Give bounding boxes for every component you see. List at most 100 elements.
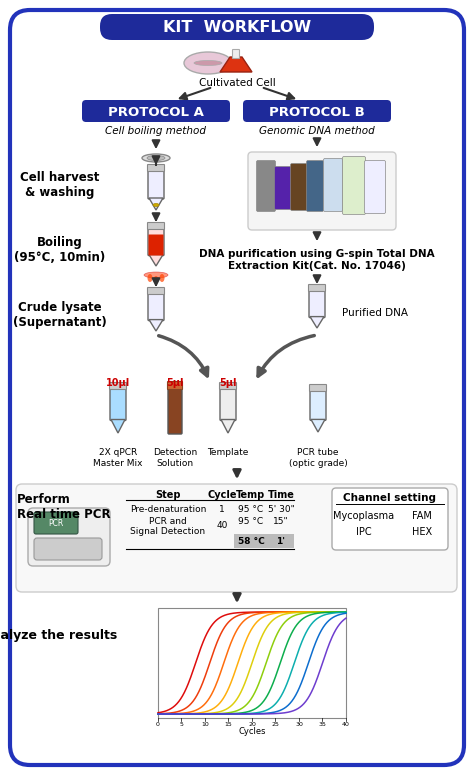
Text: 2X qPCR
Master Mix: 2X qPCR Master Mix <box>93 448 143 468</box>
Text: 1': 1' <box>276 536 285 545</box>
FancyBboxPatch shape <box>323 159 343 211</box>
Ellipse shape <box>154 276 158 284</box>
Text: PROTOCOL A: PROTOCOL A <box>108 106 204 119</box>
Text: 40: 40 <box>342 723 350 727</box>
FancyBboxPatch shape <box>243 100 391 122</box>
FancyBboxPatch shape <box>343 156 365 214</box>
Ellipse shape <box>159 274 164 282</box>
Text: Cycles: Cycles <box>238 727 266 737</box>
FancyBboxPatch shape <box>291 163 308 211</box>
FancyBboxPatch shape <box>332 488 448 550</box>
FancyBboxPatch shape <box>365 161 385 214</box>
FancyBboxPatch shape <box>10 10 464 765</box>
Polygon shape <box>310 316 324 328</box>
Ellipse shape <box>147 274 153 282</box>
Text: Crude lysate
(Supernatant): Crude lysate (Supernatant) <box>13 301 107 329</box>
Text: 15: 15 <box>225 723 232 727</box>
Ellipse shape <box>194 61 222 65</box>
FancyBboxPatch shape <box>148 227 164 256</box>
FancyBboxPatch shape <box>147 165 164 172</box>
Ellipse shape <box>184 52 232 74</box>
Text: Purified DNA: Purified DNA <box>342 308 408 318</box>
FancyBboxPatch shape <box>148 235 164 256</box>
FancyBboxPatch shape <box>310 389 326 420</box>
Text: 35: 35 <box>319 723 327 727</box>
Ellipse shape <box>144 272 168 278</box>
Text: 10: 10 <box>201 723 209 727</box>
FancyBboxPatch shape <box>100 14 374 40</box>
Text: FAM: FAM <box>412 511 432 521</box>
Text: Analyze the results: Analyze the results <box>0 629 118 642</box>
Text: 95 °C: 95 °C <box>238 517 264 525</box>
Polygon shape <box>311 420 325 432</box>
Ellipse shape <box>142 154 170 162</box>
FancyBboxPatch shape <box>34 512 78 534</box>
FancyBboxPatch shape <box>248 152 396 230</box>
FancyBboxPatch shape <box>220 387 236 420</box>
FancyBboxPatch shape <box>167 382 182 389</box>
Text: Detection
Solution: Detection Solution <box>153 448 197 468</box>
Text: PROTOCOL B: PROTOCOL B <box>269 106 365 119</box>
Polygon shape <box>149 319 163 331</box>
FancyBboxPatch shape <box>109 382 127 389</box>
Text: Cultivated Cell: Cultivated Cell <box>199 78 275 88</box>
Polygon shape <box>221 420 235 433</box>
Text: 10μl: 10μl <box>106 378 130 388</box>
Text: Channel setting: Channel setting <box>344 493 437 503</box>
Text: 0: 0 <box>156 723 160 727</box>
Polygon shape <box>111 420 125 433</box>
FancyBboxPatch shape <box>28 508 110 566</box>
FancyBboxPatch shape <box>148 292 164 321</box>
Ellipse shape <box>153 204 159 207</box>
Text: 95 °C: 95 °C <box>238 506 264 514</box>
FancyBboxPatch shape <box>147 287 164 294</box>
FancyBboxPatch shape <box>158 608 346 718</box>
FancyBboxPatch shape <box>148 169 164 199</box>
Text: Signal Detection: Signal Detection <box>130 527 206 535</box>
Polygon shape <box>149 198 163 210</box>
Text: Genomic DNA method: Genomic DNA method <box>259 126 375 136</box>
FancyBboxPatch shape <box>16 484 457 592</box>
Text: Step: Step <box>155 490 181 500</box>
Polygon shape <box>220 57 252 72</box>
Text: Pre-denaturation: Pre-denaturation <box>130 506 206 514</box>
Text: PCR tube
(optic grade): PCR tube (optic grade) <box>289 448 347 468</box>
Text: 30: 30 <box>295 723 303 727</box>
Text: 25: 25 <box>272 723 280 727</box>
Text: PCR and: PCR and <box>149 517 187 525</box>
FancyBboxPatch shape <box>168 387 182 434</box>
FancyBboxPatch shape <box>110 387 126 420</box>
Text: Cell boiling method: Cell boiling method <box>106 126 207 136</box>
FancyBboxPatch shape <box>34 538 102 560</box>
Ellipse shape <box>147 155 165 161</box>
Text: 15": 15" <box>273 517 289 525</box>
Text: Template: Template <box>207 448 249 457</box>
Text: 5μl: 5μl <box>166 378 184 388</box>
Text: Cycle: Cycle <box>207 490 237 500</box>
Text: Mycoplasma: Mycoplasma <box>333 511 394 521</box>
Text: HEX: HEX <box>412 527 432 537</box>
Text: 58 °C: 58 °C <box>237 536 264 545</box>
Text: DNA purification using G-spin Total DNA
Extraction Kit(Cat. No. 17046): DNA purification using G-spin Total DNA … <box>199 249 435 271</box>
Polygon shape <box>149 255 163 266</box>
Text: Time: Time <box>267 490 294 500</box>
Text: 1: 1 <box>219 506 225 514</box>
Text: Cell harvest
& washing: Cell harvest & washing <box>20 171 100 199</box>
Text: KIT  WORKFLOW: KIT WORKFLOW <box>163 20 311 36</box>
Text: Boiling
(95°C, 10min): Boiling (95°C, 10min) <box>14 236 106 264</box>
Text: 5: 5 <box>180 723 183 727</box>
Text: PCR: PCR <box>48 518 64 528</box>
FancyBboxPatch shape <box>309 289 325 318</box>
Text: Perform
Real time PCR: Perform Real time PCR <box>17 493 110 521</box>
FancyBboxPatch shape <box>147 222 164 229</box>
FancyBboxPatch shape <box>274 166 292 210</box>
Text: 20: 20 <box>248 723 256 727</box>
FancyBboxPatch shape <box>310 385 327 392</box>
FancyBboxPatch shape <box>307 161 323 211</box>
FancyBboxPatch shape <box>233 50 239 58</box>
FancyBboxPatch shape <box>219 382 237 389</box>
Text: 5μl: 5μl <box>219 378 237 388</box>
FancyBboxPatch shape <box>82 100 230 122</box>
FancyBboxPatch shape <box>309 284 326 291</box>
FancyBboxPatch shape <box>234 534 294 548</box>
